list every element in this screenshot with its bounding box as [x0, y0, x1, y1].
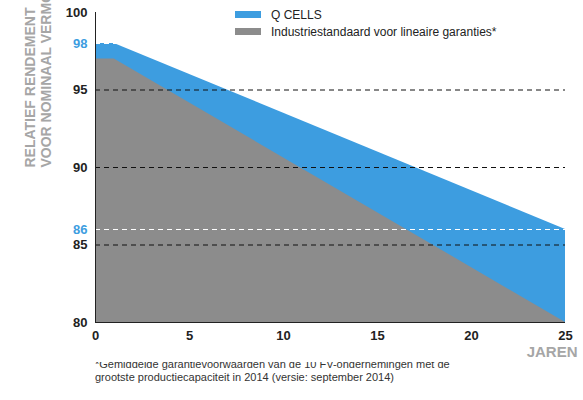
svg-text:85: 85: [73, 237, 87, 252]
svg-text:RELATIEF RENDEMENTVOOR NOMINAA: RELATIEF RENDEMENTVOOR NOMINAAL VERMOGEN…: [22, 0, 54, 168]
svg-text:20: 20: [464, 328, 478, 343]
svg-text:JAREN: JAREN: [527, 343, 578, 360]
svg-text:100: 100: [66, 5, 88, 20]
svg-text:5: 5: [186, 328, 193, 343]
svg-text:90: 90: [73, 160, 87, 175]
svg-text:95: 95: [73, 82, 87, 97]
svg-text:80: 80: [73, 315, 87, 330]
svg-text:0: 0: [92, 328, 99, 343]
html-text:*Gemiddelde garantievoorwaarde: *Gemiddelde garantievoorwaarden van de 1…: [95, 358, 450, 383]
html-text:Industriestandaard voor lineai: Industriestandaard voor lineaire garanti…: [271, 24, 497, 39]
html-text:Q CELLS: Q CELLS: [271, 7, 322, 22]
svg-text:98: 98: [73, 36, 87, 51]
svg-text:10: 10: [276, 328, 290, 343]
svg-text:15: 15: [370, 328, 384, 343]
svg-text:86: 86: [73, 222, 87, 237]
svg-text:25: 25: [558, 328, 572, 343]
